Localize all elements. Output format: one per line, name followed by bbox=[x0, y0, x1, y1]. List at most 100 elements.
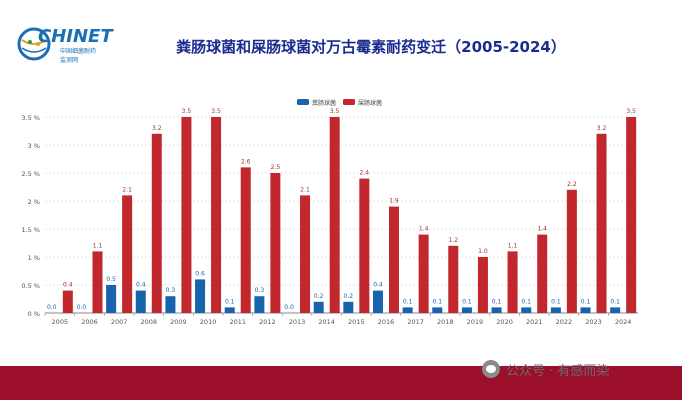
data-label: 2.6 bbox=[241, 158, 251, 165]
data-label: 2.2 bbox=[567, 181, 577, 188]
data-label: 0.4 bbox=[373, 282, 383, 289]
data-label: 0.1 bbox=[492, 298, 502, 305]
data-label: 0.2 bbox=[314, 293, 324, 300]
y-tick-label: 0 % bbox=[28, 310, 40, 318]
bar-series1 bbox=[313, 301, 324, 313]
globe-logo-icon bbox=[17, 27, 51, 61]
x-tick-label: 2011 bbox=[229, 318, 246, 326]
legend-swatch-series1 bbox=[297, 99, 309, 105]
data-label: 0.6 bbox=[195, 270, 205, 277]
bar-series1 bbox=[135, 290, 146, 313]
x-tick-label: 2021 bbox=[526, 318, 543, 326]
bar-series1 bbox=[461, 307, 472, 313]
bar-series1 bbox=[580, 307, 591, 313]
bar-series2 bbox=[181, 117, 192, 313]
x-tick-label: 2024 bbox=[615, 318, 632, 326]
bar-series1 bbox=[372, 290, 383, 313]
data-label: 0.1 bbox=[521, 298, 531, 305]
data-labels: 0.0 0.4 0.0 1.1 0.5 2.1 0.4 3.2 0.3 3.5 0.6 3.5 0.1 2… bbox=[47, 108, 636, 311]
data-label: 0.4 bbox=[136, 282, 146, 289]
bar-series1 bbox=[195, 279, 206, 313]
watermark-text: 公众号 · 有感而染 bbox=[506, 363, 610, 379]
chinet-logo: CHINET 中国细菌耐药 监测网 bbox=[14, 22, 134, 70]
x-tick-label: 2022 bbox=[556, 318, 573, 326]
data-label: 3.5 bbox=[182, 108, 192, 115]
logo-subtitle-line2: 监测网 bbox=[60, 57, 79, 64]
chart-title: 粪肠球菌和屎肠球菌对万古霉素耐药变迁（2005-2024） bbox=[176, 38, 566, 56]
bar-series2 bbox=[62, 290, 73, 313]
bar-series2 bbox=[240, 167, 251, 313]
x-tick-label: 2012 bbox=[259, 318, 276, 326]
x-tick-label: 2013 bbox=[289, 318, 306, 326]
bar-series2 bbox=[418, 234, 429, 313]
bar-series2 bbox=[388, 206, 399, 313]
data-label: 0.3 bbox=[255, 287, 265, 294]
data-label: 0.1 bbox=[433, 298, 443, 305]
bar-series1 bbox=[491, 307, 502, 313]
data-label: 3.2 bbox=[597, 125, 607, 132]
y-tick-label: 2 % bbox=[28, 198, 40, 206]
data-label: 2.1 bbox=[122, 186, 132, 193]
bar-series2 bbox=[92, 251, 103, 313]
y-tick-label: 1 % bbox=[28, 254, 40, 262]
bar-series1 bbox=[254, 296, 265, 313]
bar-series2 bbox=[448, 245, 459, 313]
bar-series2 bbox=[537, 234, 548, 313]
logo-subtitle-line1: 中国细菌耐药 bbox=[60, 48, 97, 55]
data-label: 3.2 bbox=[152, 125, 162, 132]
x-tick-label: 2006 bbox=[81, 318, 98, 326]
bar-series2 bbox=[151, 133, 162, 313]
data-label: 0.5 bbox=[106, 276, 116, 283]
bar-series1 bbox=[224, 307, 235, 313]
x-tick-label: 2014 bbox=[318, 318, 335, 326]
x-tick-label: 2005 bbox=[52, 318, 69, 326]
y-tick-label: 0.5 % bbox=[21, 282, 40, 290]
bar-series1 bbox=[165, 296, 176, 313]
y-tick-label: 3.5 % bbox=[21, 114, 40, 122]
legend-swatch-series2 bbox=[343, 99, 355, 105]
data-label: 0.0 bbox=[47, 304, 57, 311]
data-label: 1.4 bbox=[419, 226, 429, 233]
data-label: 0.1 bbox=[551, 298, 561, 305]
x-tick-label: 2017 bbox=[407, 318, 424, 326]
bar-series2 bbox=[596, 133, 607, 313]
legend-label: 粪肠球菌 bbox=[312, 99, 336, 107]
data-label: 1.1 bbox=[93, 242, 103, 249]
x-tick-label: 2007 bbox=[111, 318, 128, 326]
bars bbox=[62, 117, 637, 313]
bar-series2 bbox=[566, 189, 577, 313]
bar-series2 bbox=[270, 173, 281, 313]
x-tick-label: 2019 bbox=[467, 318, 484, 326]
data-label: 1.2 bbox=[449, 237, 459, 244]
data-label: 0.1 bbox=[581, 298, 591, 305]
x-tick-label: 2018 bbox=[437, 318, 454, 326]
data-label: 0.0 bbox=[284, 304, 294, 311]
bar-series2 bbox=[211, 117, 222, 313]
data-label: 1.1 bbox=[508, 242, 518, 249]
x-tick-label: 2023 bbox=[585, 318, 602, 326]
data-label: 1.9 bbox=[389, 198, 399, 205]
data-label: 0.3 bbox=[166, 287, 176, 294]
x-tick-label: 2015 bbox=[348, 318, 365, 326]
bar-series2 bbox=[626, 117, 637, 313]
logo-brand: CHINET bbox=[38, 26, 113, 47]
grid-lines bbox=[45, 116, 638, 286]
x-tick-label: 2009 bbox=[170, 318, 187, 326]
y-tick-label: 1.5 % bbox=[21, 226, 40, 234]
bar-series1 bbox=[521, 307, 532, 313]
legend: 粪肠球菌 屎肠球菌 bbox=[297, 99, 382, 107]
data-label: 0.1 bbox=[462, 298, 472, 305]
bar-chart: 0 % 0.5 % 1 % 1.5 % 2 % 2.5 % 3 % 3.5 % 2005 2006… bbox=[21, 99, 638, 326]
x-tick-label: 2020 bbox=[496, 318, 513, 326]
data-label: 3.5 bbox=[626, 108, 636, 115]
data-label: 0.1 bbox=[225, 298, 235, 305]
wechat-icon bbox=[482, 360, 500, 378]
data-label: 2.5 bbox=[271, 164, 281, 171]
bar-series2 bbox=[300, 195, 311, 313]
bar-series1 bbox=[402, 307, 413, 313]
y-tick-label: 3 % bbox=[28, 142, 40, 150]
data-label: 2.4 bbox=[360, 170, 370, 177]
data-label: 1.4 bbox=[537, 226, 547, 233]
data-label: 3.5 bbox=[211, 108, 221, 115]
data-label: 0.1 bbox=[403, 298, 413, 305]
